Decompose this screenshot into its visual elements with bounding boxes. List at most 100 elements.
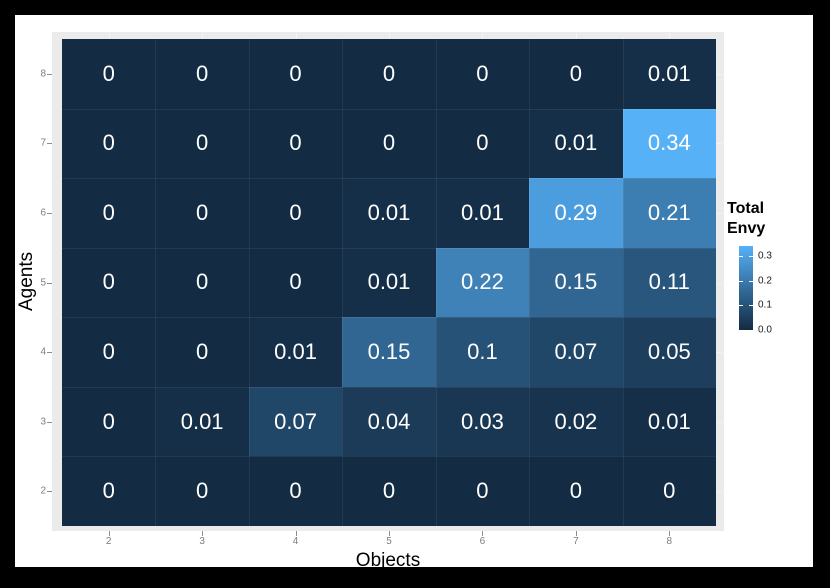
x-tick-label: 8: [666, 536, 673, 547]
x-axis-tick: [108, 531, 110, 536]
heatmap-cell: 0.1: [435, 317, 530, 387]
x-axis-tick: [669, 531, 671, 536]
heatmap-cell: 0: [248, 108, 343, 179]
cell-value-label: 0: [569, 60, 582, 86]
heatmap-cell: 0: [248, 178, 343, 248]
y-axis-tick: [47, 352, 52, 354]
cell-value-label: 0.29: [554, 199, 598, 225]
legend-tick-label: 0.1: [758, 299, 772, 311]
gridline: [62, 386, 716, 388]
y-axis-tick: [47, 143, 52, 145]
x-axis-tick-top: [389, 33, 390, 38]
cell-value-label: 0: [196, 478, 209, 504]
cell-value-label: 0: [196, 130, 209, 156]
heatmap-cell: 0: [62, 247, 156, 318]
cell-value-label: 0.01: [461, 199, 504, 225]
y-tick-label: 5: [40, 277, 46, 288]
y-axis-tick-right: [717, 282, 722, 284]
cell-value-label: 0.07: [554, 339, 598, 365]
heatmap-cell: 0.04: [342, 386, 436, 457]
cell-value-label: 0: [196, 339, 209, 365]
y-tick-label: 3: [40, 416, 46, 428]
y-axis-tick-right: [717, 212, 722, 214]
cell-value-label: 0: [196, 199, 209, 225]
heatmap-cell: 0.15: [529, 247, 623, 318]
cell-value-label: 0: [289, 478, 302, 504]
legend-tick-mark: [739, 305, 743, 307]
x-axis-tick-top: [295, 33, 297, 38]
heatmap-cell: 0: [62, 456, 156, 526]
x-axis-tick: [575, 531, 577, 536]
y-tick-label: 2: [40, 485, 46, 497]
x-tick-label: 2: [105, 536, 112, 547]
heatmap-cell: 0: [155, 317, 249, 387]
cell-value-label: 0.01: [367, 199, 411, 225]
cell-value-label: 0: [569, 478, 582, 504]
heatmap-cell: 0: [529, 39, 623, 109]
cell-value-label: 0: [663, 478, 676, 504]
y-tick-label: 8: [40, 68, 46, 80]
x-axis-tick-top: [108, 33, 110, 38]
gridline: [62, 247, 716, 249]
heatmap-cell: 0: [62, 108, 156, 179]
y-axis-tick: [47, 421, 52, 423]
legend: Total Envy 0.3 0.2 0.1 0.0: [727, 199, 813, 349]
cell-value-label: 0: [102, 408, 115, 434]
cell-value-label: 0: [289, 130, 302, 156]
y-axis-tick-right: [717, 421, 722, 423]
legend-title-line1: Total: [727, 200, 765, 217]
x-axis-tick-top: [202, 33, 204, 38]
y-axis-title: Agents: [16, 251, 37, 312]
heatmap-cell: 0.34: [622, 108, 716, 179]
heatmap-cell: 0.01: [435, 178, 530, 248]
cell-value-label: 0: [289, 60, 302, 86]
legend-title: Total Envy: [727, 199, 813, 239]
gridline: [62, 317, 716, 319]
y-axis-tick-right: [717, 352, 722, 354]
cell-value-label: 0.01: [647, 60, 691, 86]
heatmap-cell: 0: [435, 39, 530, 109]
cell-value-label: 0.11: [648, 269, 690, 295]
cell-value-label: 0: [476, 130, 489, 156]
heatmap-cell: 0: [435, 456, 530, 526]
y-axis-tick-right: [717, 73, 722, 75]
heatmap-cell: 0: [435, 108, 530, 179]
cell-value-label: 0.02: [554, 408, 598, 434]
heatmap-cell: 0.29: [529, 178, 623, 248]
cell-value-label: 0: [382, 478, 396, 504]
heatmap-cell: 0.01: [622, 39, 716, 109]
x-axis-tick-top: [575, 33, 577, 38]
cell-value-label: 0.21: [647, 199, 691, 225]
cell-value-label: 0.01: [367, 269, 411, 295]
heatmap-cell: 0.07: [248, 386, 343, 457]
heatmap-cell: 0: [248, 456, 343, 526]
cell-value-label: 0: [382, 130, 396, 156]
cell-value-label: 0.05: [647, 339, 691, 365]
gridline: [248, 39, 250, 526]
heatmap-cell: 0: [155, 178, 249, 248]
x-axis-tick-top: [669, 33, 671, 38]
heatmap-cell: 0.01: [155, 386, 249, 457]
legend-tick-mark: [749, 280, 753, 282]
cell-value-label: 0.15: [554, 269, 598, 295]
legend-tick-mark: [749, 330, 753, 331]
cell-value-label: 0.22: [461, 269, 504, 295]
legend-tick-label: 0.3: [758, 250, 772, 262]
cell-value-label: 0.01: [647, 408, 691, 434]
gridline: [62, 178, 716, 180]
x-axis-tick: [389, 531, 390, 536]
heatmap-cell: 0.02: [529, 386, 623, 457]
legend-gradient-bar: [739, 246, 753, 330]
heatmap-cell: 0: [155, 456, 249, 526]
heatmap-cell: 0.21: [622, 178, 716, 248]
cell-value-label: 0: [102, 60, 115, 86]
legend-tick-mark: [739, 330, 743, 331]
y-axis-tick: [47, 212, 52, 214]
gridline: [62, 456, 716, 458]
cell-value-label: 0: [102, 269, 115, 295]
heatmap-cell: 0.07: [529, 317, 623, 387]
legend-tick-mark: [739, 255, 743, 257]
cell-value-label: 0.04: [367, 408, 411, 434]
x-tick-label: 6: [479, 536, 486, 547]
cell-value-label: 0: [102, 339, 115, 365]
